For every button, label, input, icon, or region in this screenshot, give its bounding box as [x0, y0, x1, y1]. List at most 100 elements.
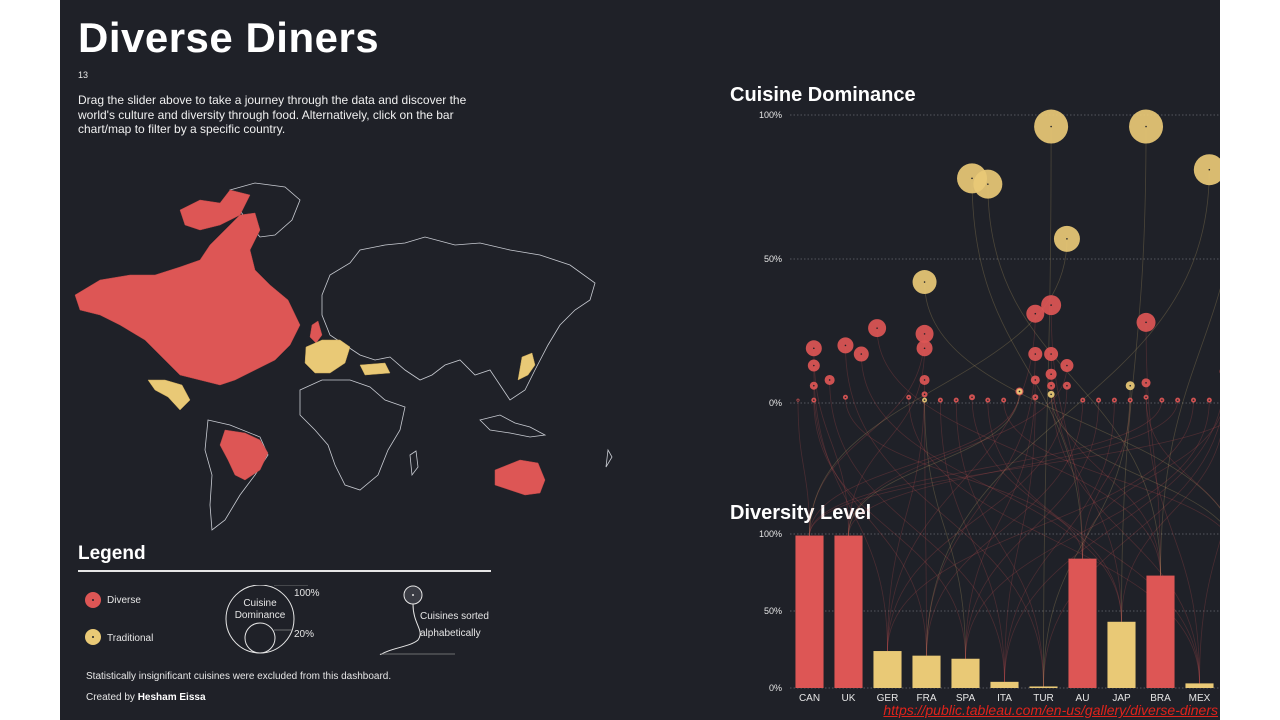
legend-sorted-line2: alphabetically	[420, 628, 481, 639]
bubble-center	[876, 327, 878, 329]
map-se-asia	[479, 414, 547, 438]
connection-curve	[809, 238, 1068, 536]
legend-diverse-label: Diverse	[107, 595, 141, 606]
bubble-center	[1208, 168, 1211, 171]
bubble-center	[1050, 373, 1052, 376]
x-tick-label: MEX	[1189, 693, 1211, 704]
connection-curve	[887, 379, 925, 652]
connection-curve	[926, 169, 1210, 656]
connection-curve	[1145, 397, 1220, 509]
connection-curve	[955, 400, 1044, 687]
legend-graphics	[85, 585, 455, 655]
connection-curve	[1050, 394, 1220, 523]
connection-curve	[813, 348, 849, 536]
bubble-center	[1129, 384, 1132, 387]
connection-curve	[1004, 397, 1036, 682]
connection-curve	[1160, 288, 1220, 576]
connection-curve	[813, 385, 927, 656]
connection-curve	[1145, 322, 1161, 576]
dashboard-title: Diverse Diners	[78, 14, 380, 61]
charts-svg[interactable]: 100% 50% 0% 100% 50% 0% CAN UK GER FRA SPA ITA TUR AU…	[660, 0, 1220, 720]
cuisine-bubble	[1193, 154, 1220, 186]
bubble-center	[813, 347, 815, 350]
bubble-center	[1208, 399, 1211, 401]
world-map[interactable]	[60, 175, 620, 535]
bubble-center	[1145, 125, 1147, 128]
x-tick-label: JAP	[1112, 693, 1131, 704]
bubble-center	[1034, 396, 1037, 399]
slider-value: 13	[78, 70, 89, 80]
legend-size-min: 20%	[294, 629, 315, 640]
bubble-center	[1176, 399, 1179, 401]
bar-ger	[873, 651, 902, 688]
legend-title: Legend	[78, 543, 146, 564]
legend-dominance-line2: Dominance	[234, 610, 286, 621]
connection-curve	[1199, 539, 1220, 684]
bubble-center	[828, 379, 831, 381]
connection-curve	[1050, 374, 1161, 576]
connection-curve	[1121, 437, 1220, 622]
bubble-center	[1034, 379, 1037, 381]
connection-curve	[965, 400, 1210, 659]
connection-curve	[965, 400, 1099, 659]
bubble-center	[955, 399, 957, 401]
credit-name: Hesham Eissa	[137, 692, 206, 703]
connection-curve	[829, 379, 1005, 682]
bubble-center	[971, 177, 973, 180]
credit-prefix: Created by	[86, 692, 135, 703]
bubble-center	[797, 399, 799, 401]
connection-curve	[876, 328, 1161, 576]
bubble-center	[860, 353, 863, 355]
bar-fra	[912, 655, 941, 688]
y-tick-label: 0%	[769, 398, 782, 408]
connection-curve	[845, 345, 1044, 687]
bubble-center	[1066, 384, 1068, 387]
bubble-center	[923, 281, 926, 283]
connection-curve	[887, 385, 1068, 652]
legend-sorted-line1: Cuisines sorted	[420, 611, 489, 622]
connection-curve	[924, 394, 927, 656]
bubble-center	[1066, 238, 1068, 240]
map-brazil	[219, 429, 269, 481]
x-tick-label: BRA	[1150, 693, 1171, 704]
x-tick-label: TUR	[1033, 693, 1054, 704]
connection-curve	[809, 400, 1163, 536]
diversity-chart-title: Diversity Level	[730, 502, 872, 524]
bubble-center	[1050, 393, 1052, 396]
source-link[interactable]: https://public.tableau.com/en-us/gallery…	[883, 702, 1218, 718]
bar-tur	[1029, 686, 1058, 688]
x-tick-label: AU	[1076, 693, 1090, 704]
connection-curve	[845, 397, 1083, 559]
map-eurasia	[321, 236, 596, 401]
bubble-center	[1145, 321, 1147, 324]
bubble-center	[813, 399, 815, 401]
bar-mex	[1185, 683, 1214, 688]
bubble-center	[1113, 399, 1116, 401]
connection-curve	[848, 400, 1179, 536]
map-australia	[494, 459, 546, 496]
y-tick-label: 0%	[769, 683, 782, 693]
connection-curve	[1043, 419, 1220, 687]
bar-uk	[834, 535, 863, 688]
connection-curve	[809, 425, 1220, 536]
bubble-center	[1192, 399, 1195, 401]
map-europe	[304, 339, 351, 374]
bubble-center	[1050, 353, 1052, 355]
map-turkey	[359, 362, 391, 376]
connection-curve	[848, 348, 925, 536]
bubble-center	[923, 379, 926, 381]
connection-curve	[924, 400, 966, 659]
dominance-size-min-icon	[244, 622, 276, 654]
bar-bra	[1146, 575, 1175, 688]
connection-curve	[813, 400, 966, 659]
connection-curve	[848, 391, 1020, 536]
y-tick-label: 100%	[759, 529, 782, 539]
bubble-center	[923, 393, 926, 396]
bubble-center	[1081, 399, 1084, 401]
map-nz	[605, 448, 613, 468]
map-mexico	[147, 379, 191, 411]
bubble-center	[987, 399, 989, 401]
bubble-center	[844, 344, 847, 347]
bubble-center	[1018, 390, 1021, 393]
legend-sorted-note: Cuisines sorted alphabetically	[420, 608, 489, 642]
